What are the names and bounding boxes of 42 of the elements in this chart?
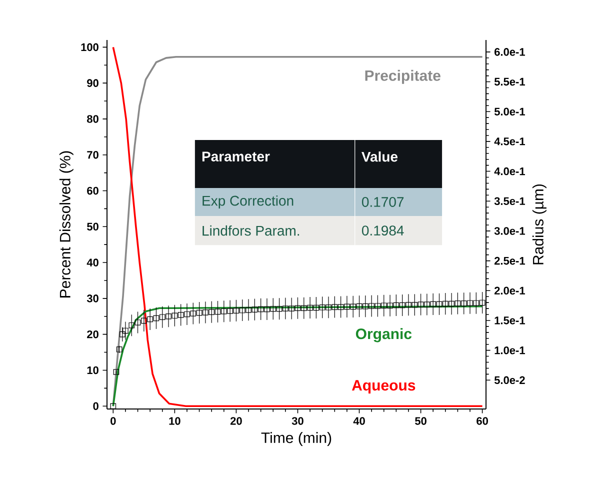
y2-tick-label: 2.5e-1 (494, 256, 525, 265)
y-tick-label: 60 (87, 186, 98, 195)
y2-tick-label: 6.0e-1 (494, 48, 525, 56)
y-tick-label: 0 (93, 402, 98, 410)
y-tick-label: 10 (87, 366, 98, 374)
y2-tick-label: 1.5e-1 (494, 316, 525, 324)
y-tick-label: 70 (87, 150, 98, 159)
x-tick-label: 30 (292, 417, 304, 425)
y2-tick-label: 5.5e-1 (494, 78, 525, 86)
y2-tick-label: 2.0e-1 (494, 286, 525, 295)
x-tick-label: 10 (169, 417, 180, 425)
y-tick-label: 30 (86, 294, 98, 302)
y-tick-label: 100 (81, 43, 98, 52)
y-tick-label: 50 (87, 222, 98, 231)
x-tick-label: 0 (110, 417, 116, 425)
y2-axis-title: Radius (µm) (532, 184, 546, 264)
y2-tick-label: 3.0e-1 (494, 227, 525, 235)
x-tick-label: 20 (230, 417, 242, 425)
series-label: Aqueous (352, 380, 416, 394)
y2-tick-label: 1.0e-1 (494, 346, 525, 354)
y2-tick-label: 5.0e-1 (494, 108, 525, 116)
y2-tick-label: 5.0e-2 (494, 376, 525, 384)
y2-tick-label: 4.0e-1 (494, 167, 525, 176)
y2-tick-label: 4.5e-1 (494, 138, 525, 146)
y-tick-label: 80 (87, 115, 98, 123)
x-tick-label: 40 (353, 417, 365, 425)
series-label: Precipitate (365, 70, 440, 84)
y-axis-title: Percent Dissolved (%) (59, 151, 74, 298)
annotation: Lindfors Param. (202, 225, 300, 236)
annotation: 0.1984 (362, 226, 404, 236)
y-tick-label: 40 (86, 258, 98, 266)
x-axis-title: Time (min) (261, 432, 332, 446)
annotation: Parameter (202, 152, 270, 162)
y-tick-label: 20 (87, 330, 98, 338)
y2-tick-label: 3.5e-1 (494, 197, 525, 206)
series-label: Organic (356, 328, 412, 342)
x-tick-label: 60 (476, 417, 488, 425)
y-tick-label: 90 (87, 79, 98, 87)
annotation: Exp Correction (202, 195, 294, 208)
x-tick-label: 50 (415, 417, 426, 425)
annotation: Value (362, 151, 398, 162)
annotation: 0.1707 (362, 197, 404, 207)
